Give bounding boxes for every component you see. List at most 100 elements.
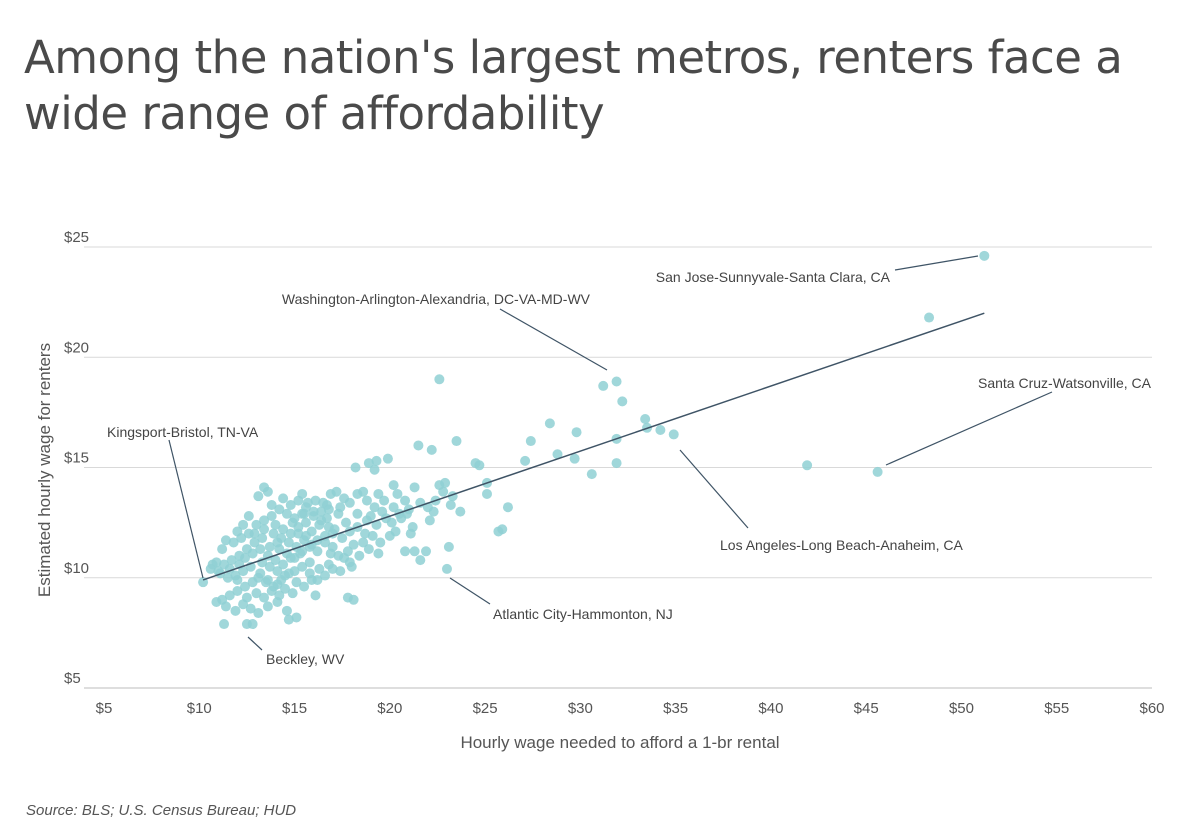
data-point xyxy=(424,515,435,526)
data-point xyxy=(325,548,336,559)
data-point xyxy=(348,539,359,550)
data-point xyxy=(219,619,230,630)
x-tick-label: $25 xyxy=(473,700,498,717)
annotation-label: Los Angeles-Long Beach-Anaheim, CA xyxy=(720,537,963,553)
y-tick-label: $20 xyxy=(64,339,89,356)
data-point xyxy=(238,566,249,577)
data-point xyxy=(259,515,270,526)
data-point xyxy=(493,526,504,537)
data-point xyxy=(320,570,331,581)
data-point xyxy=(220,601,231,612)
trendline xyxy=(202,312,985,581)
data-point xyxy=(281,605,292,616)
data-point xyxy=(346,561,357,572)
data-point xyxy=(247,619,258,630)
data-point xyxy=(297,546,308,557)
data-point xyxy=(259,482,270,493)
y-tick-label: $5 xyxy=(64,670,81,687)
data-point xyxy=(291,577,302,588)
data-point xyxy=(320,530,331,541)
trendline-group xyxy=(202,312,985,581)
annotation-leader-line xyxy=(885,391,1053,466)
data-point xyxy=(230,605,241,616)
data-point xyxy=(373,488,384,499)
data-point xyxy=(251,519,262,530)
data-point xyxy=(264,561,275,572)
annotation-leader-line xyxy=(247,636,263,651)
data-point xyxy=(369,464,380,475)
data-point xyxy=(668,429,679,440)
data-point xyxy=(409,482,420,493)
data-point xyxy=(310,590,321,601)
data-point xyxy=(655,425,666,436)
data-point xyxy=(312,546,323,557)
data-point xyxy=(502,502,513,513)
annotation-label: Washington-Arlington-Alexandria, DC-VA-M… xyxy=(282,291,591,307)
data-point xyxy=(253,608,264,619)
data-point xyxy=(335,566,346,577)
data-point xyxy=(443,541,454,552)
data-point xyxy=(379,495,390,506)
data-point xyxy=(314,563,325,574)
data-point xyxy=(226,555,237,566)
x-axis-title: Hourly wage needed to afford a 1-br rent… xyxy=(460,733,779,752)
x-tick-label: $50 xyxy=(949,700,974,717)
data-point xyxy=(272,566,283,577)
data-point xyxy=(388,480,399,491)
data-point xyxy=(245,603,256,614)
data-point xyxy=(276,574,287,585)
data-point xyxy=(327,563,338,574)
data-point xyxy=(266,585,277,596)
data-point xyxy=(569,453,580,464)
annotation-leader-line xyxy=(449,577,491,605)
data-point xyxy=(249,537,260,548)
y-tick-label: $10 xyxy=(64,560,89,577)
data-point xyxy=(287,588,298,599)
y-tick-label: $15 xyxy=(64,450,89,467)
x-tick-label: $20 xyxy=(377,700,402,717)
data-point xyxy=(228,537,239,548)
annotation-label: Atlantic City-Hammonton, NJ xyxy=(493,606,673,622)
data-point xyxy=(297,561,308,572)
data-point xyxy=(640,413,651,424)
data-point xyxy=(291,612,302,623)
data-point xyxy=(392,488,403,499)
data-point xyxy=(224,590,235,601)
data-point xyxy=(360,528,371,539)
data-point xyxy=(611,376,622,387)
y-axis-title: Estimated hourly wage for renters xyxy=(35,343,54,597)
data-point xyxy=(268,528,279,539)
annotation-leader-line xyxy=(894,255,979,271)
data-point xyxy=(306,526,317,537)
data-point xyxy=(316,506,327,517)
data-point xyxy=(396,513,407,524)
data-point xyxy=(306,574,317,585)
data-point xyxy=(335,502,346,513)
x-axis-ticks: $5 $10 $15 $20 $25 $30 $35 $40 $45 $50 $55 $60 xyxy=(96,700,1165,717)
data-point xyxy=(339,552,350,563)
data-point xyxy=(388,502,399,513)
data-point xyxy=(217,544,228,555)
data-point xyxy=(257,557,268,568)
data-point xyxy=(283,537,294,548)
data-point xyxy=(304,557,315,568)
data-point xyxy=(340,517,351,528)
data-point xyxy=(299,581,310,592)
data-point xyxy=(253,572,264,583)
data-point xyxy=(260,577,271,588)
data-point xyxy=(367,530,378,541)
data-point xyxy=(354,550,365,561)
scatter-chart: San Jose-Sunnyvale-Santa Clara, CA Washin… xyxy=(35,229,1165,752)
data-point xyxy=(234,550,245,561)
data-point xyxy=(259,592,270,603)
data-point xyxy=(363,458,374,469)
data-point xyxy=(552,449,563,460)
x-tick-label: $30 xyxy=(568,700,593,717)
x-tick-label: $10 xyxy=(187,700,212,717)
data-point xyxy=(283,614,294,625)
data-point xyxy=(314,519,325,530)
data-point xyxy=(325,488,336,499)
data-point xyxy=(270,519,281,530)
data-point xyxy=(373,548,384,559)
data-point xyxy=(249,528,260,539)
